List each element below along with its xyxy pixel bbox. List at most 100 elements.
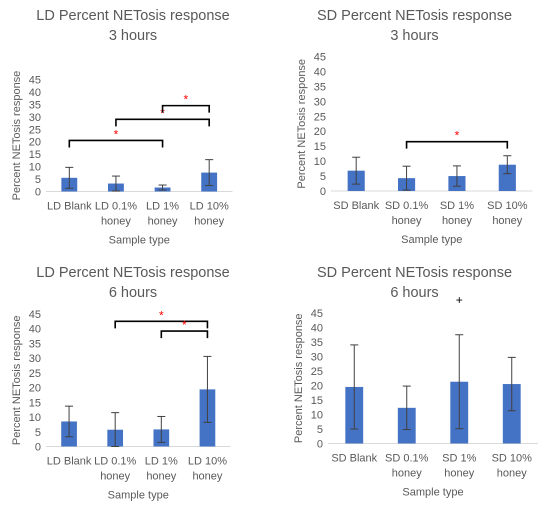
error-bar bbox=[65, 405, 74, 438]
annotation-marker: + bbox=[456, 293, 463, 307]
category-label: SD 1% bbox=[442, 453, 476, 465]
bar bbox=[502, 384, 521, 444]
significance-marker: * bbox=[184, 93, 189, 107]
y-axis-label: Percent NETosis response bbox=[293, 313, 305, 443]
category-label: LD Blank bbox=[47, 201, 92, 213]
error-bar bbox=[352, 156, 361, 185]
y-tick-label: 0 bbox=[320, 186, 326, 198]
category-label: SD 10% bbox=[492, 453, 533, 465]
y-tick-label: 40 bbox=[29, 87, 41, 99]
y-tick-label: 30 bbox=[314, 96, 326, 108]
y-tick-label: 25 bbox=[314, 111, 326, 123]
y-tick-label: 15 bbox=[29, 149, 41, 161]
y-tick-label: 30 bbox=[29, 353, 41, 365]
category-label: LD 1% bbox=[145, 456, 178, 468]
y-tick-label: 5 bbox=[320, 171, 326, 183]
y-tick-label: 40 bbox=[29, 324, 41, 336]
y-tick-label: 20 bbox=[29, 383, 41, 395]
x-axis-label: Sample type bbox=[401, 234, 462, 246]
y-tick-label: 10 bbox=[311, 410, 323, 422]
error-bar bbox=[402, 385, 411, 431]
category-label: SD 0.1% bbox=[385, 200, 429, 212]
chart-sd-6h: SD Percent NETosis response 6 hours 0 5 10 1… bbox=[275, 254, 550, 508]
y-tick-label: 30 bbox=[311, 352, 323, 364]
significance-marker: * bbox=[114, 127, 119, 141]
chart-sd-3h: SD Percent NETosis response 3 hours 0 5 10 1… bbox=[275, 0, 550, 254]
category-label: SD Blank bbox=[333, 200, 379, 212]
significance-marker: * bbox=[455, 129, 460, 143]
significance-bracket bbox=[114, 320, 209, 329]
y-tick-label: 0 bbox=[317, 439, 323, 451]
category-label: honey bbox=[100, 471, 130, 483]
y-tick-label: 20 bbox=[314, 126, 326, 138]
category-label: LD 1% bbox=[146, 201, 179, 213]
error-bar bbox=[455, 334, 464, 430]
category-label: SD Blank bbox=[331, 453, 377, 465]
category-label: honey bbox=[146, 471, 176, 483]
error-bar bbox=[205, 159, 214, 187]
category-label: LD Blank bbox=[47, 456, 92, 468]
x-axis-label: Sample type bbox=[109, 235, 170, 247]
y-tick-label: 35 bbox=[29, 338, 41, 350]
y-tick-label: 5 bbox=[35, 427, 41, 439]
significance-bracket bbox=[161, 104, 210, 113]
x-axis-label: Sample type bbox=[108, 490, 169, 502]
error-bar bbox=[350, 344, 359, 430]
y-tick-label: 25 bbox=[311, 366, 323, 378]
error-bar bbox=[158, 184, 167, 191]
category-label: SD 10% bbox=[487, 200, 528, 212]
category-label: honey bbox=[392, 215, 422, 227]
y-tick-label: 25 bbox=[29, 368, 41, 380]
chart-ld-6h: LD Percent NETosis response 6 hours 0 5 10 1… bbox=[0, 254, 275, 508]
y-tick-label: 10 bbox=[29, 412, 41, 424]
bar bbox=[498, 164, 516, 191]
error-bar bbox=[65, 166, 74, 189]
category-label: honey bbox=[192, 471, 222, 483]
y-tick-label: 20 bbox=[311, 381, 323, 393]
y-tick-label: 0 bbox=[35, 187, 41, 199]
category-label: SD 1% bbox=[440, 200, 474, 212]
y-tick-label: 35 bbox=[29, 99, 41, 111]
category-label: honey bbox=[442, 215, 472, 227]
chart-ld-3h: LD Percent NETosis response 3 hours 0 5 10 1… bbox=[0, 0, 275, 254]
category-label: LD 0.1% bbox=[94, 456, 136, 468]
y-tick-label: 45 bbox=[29, 75, 41, 87]
error-bar bbox=[111, 175, 120, 192]
y-tick-label: 35 bbox=[314, 81, 326, 93]
y-axis-label: Percent NETosis response bbox=[296, 59, 308, 189]
category-label: honey bbox=[497, 468, 527, 480]
error-bar bbox=[157, 415, 166, 443]
significance-marker: * bbox=[182, 318, 187, 332]
significance-bracket bbox=[115, 118, 210, 127]
significance-marker: * bbox=[160, 106, 165, 120]
category-label: LD 0.1% bbox=[95, 201, 137, 213]
category-label: honey bbox=[392, 468, 422, 480]
y-tick-label: 45 bbox=[311, 308, 323, 320]
chart-title: LD Percent NETosis response 6 hours bbox=[36, 265, 230, 301]
error-bar bbox=[203, 355, 212, 423]
error-bar bbox=[111, 412, 120, 447]
category-label: honey bbox=[101, 216, 131, 228]
error-bar bbox=[503, 155, 512, 175]
chart-title: LD Percent NETosis response 3 hours bbox=[36, 8, 230, 44]
y-tick-label: 30 bbox=[29, 112, 41, 124]
y-axis-label: Percent NETosis response bbox=[11, 71, 23, 201]
significance-bracket bbox=[160, 330, 209, 339]
error-bar bbox=[452, 165, 461, 187]
chart-title: SD Percent NETosis response 3 hours bbox=[316, 8, 513, 44]
y-tick-label: 45 bbox=[314, 52, 326, 64]
y-tick-label: 40 bbox=[314, 66, 326, 78]
significance-bracket bbox=[68, 139, 164, 148]
y-tick-label: 45 bbox=[29, 309, 41, 321]
category-label: honey bbox=[444, 468, 474, 480]
y-tick-label: 0 bbox=[35, 442, 41, 454]
x-axis-label: Sample type bbox=[402, 487, 463, 499]
error-bar bbox=[507, 356, 516, 412]
y-tick-label: 15 bbox=[29, 397, 41, 409]
category-label: LD 10% bbox=[190, 201, 229, 213]
error-bar bbox=[402, 165, 411, 191]
